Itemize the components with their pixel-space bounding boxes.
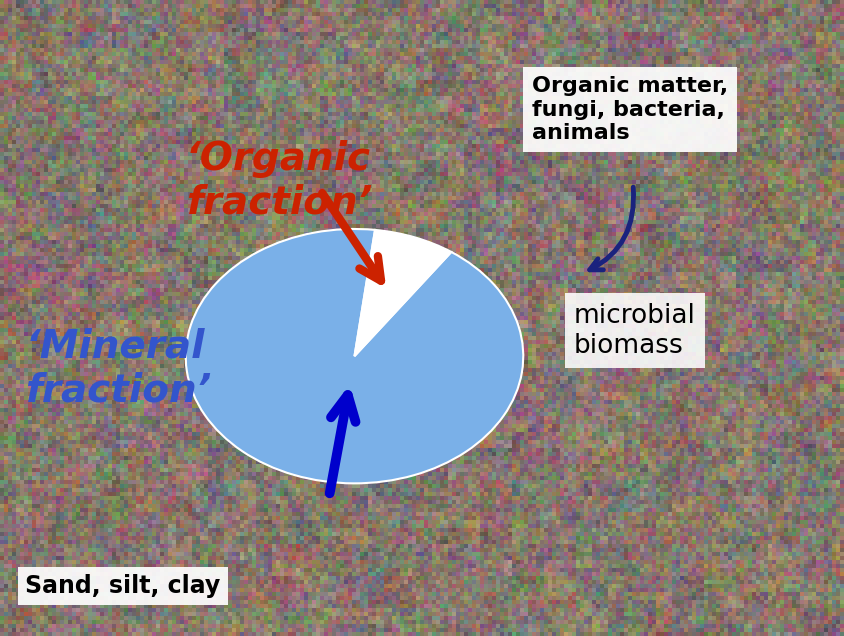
Text: Sand, silt, clay: Sand, silt, clay [25, 574, 220, 598]
Wedge shape [186, 229, 523, 483]
Text: Organic matter,
fungi, bacteria,
animals: Organic matter, fungi, bacteria, animals [532, 76, 728, 142]
Text: ‘Organic
fraction’: ‘Organic fraction’ [186, 140, 372, 222]
Wedge shape [354, 230, 452, 356]
Text: microbial
biomass: microbial biomass [574, 303, 695, 359]
Text: ‘Mineral
fraction’: ‘Mineral fraction’ [25, 328, 212, 410]
